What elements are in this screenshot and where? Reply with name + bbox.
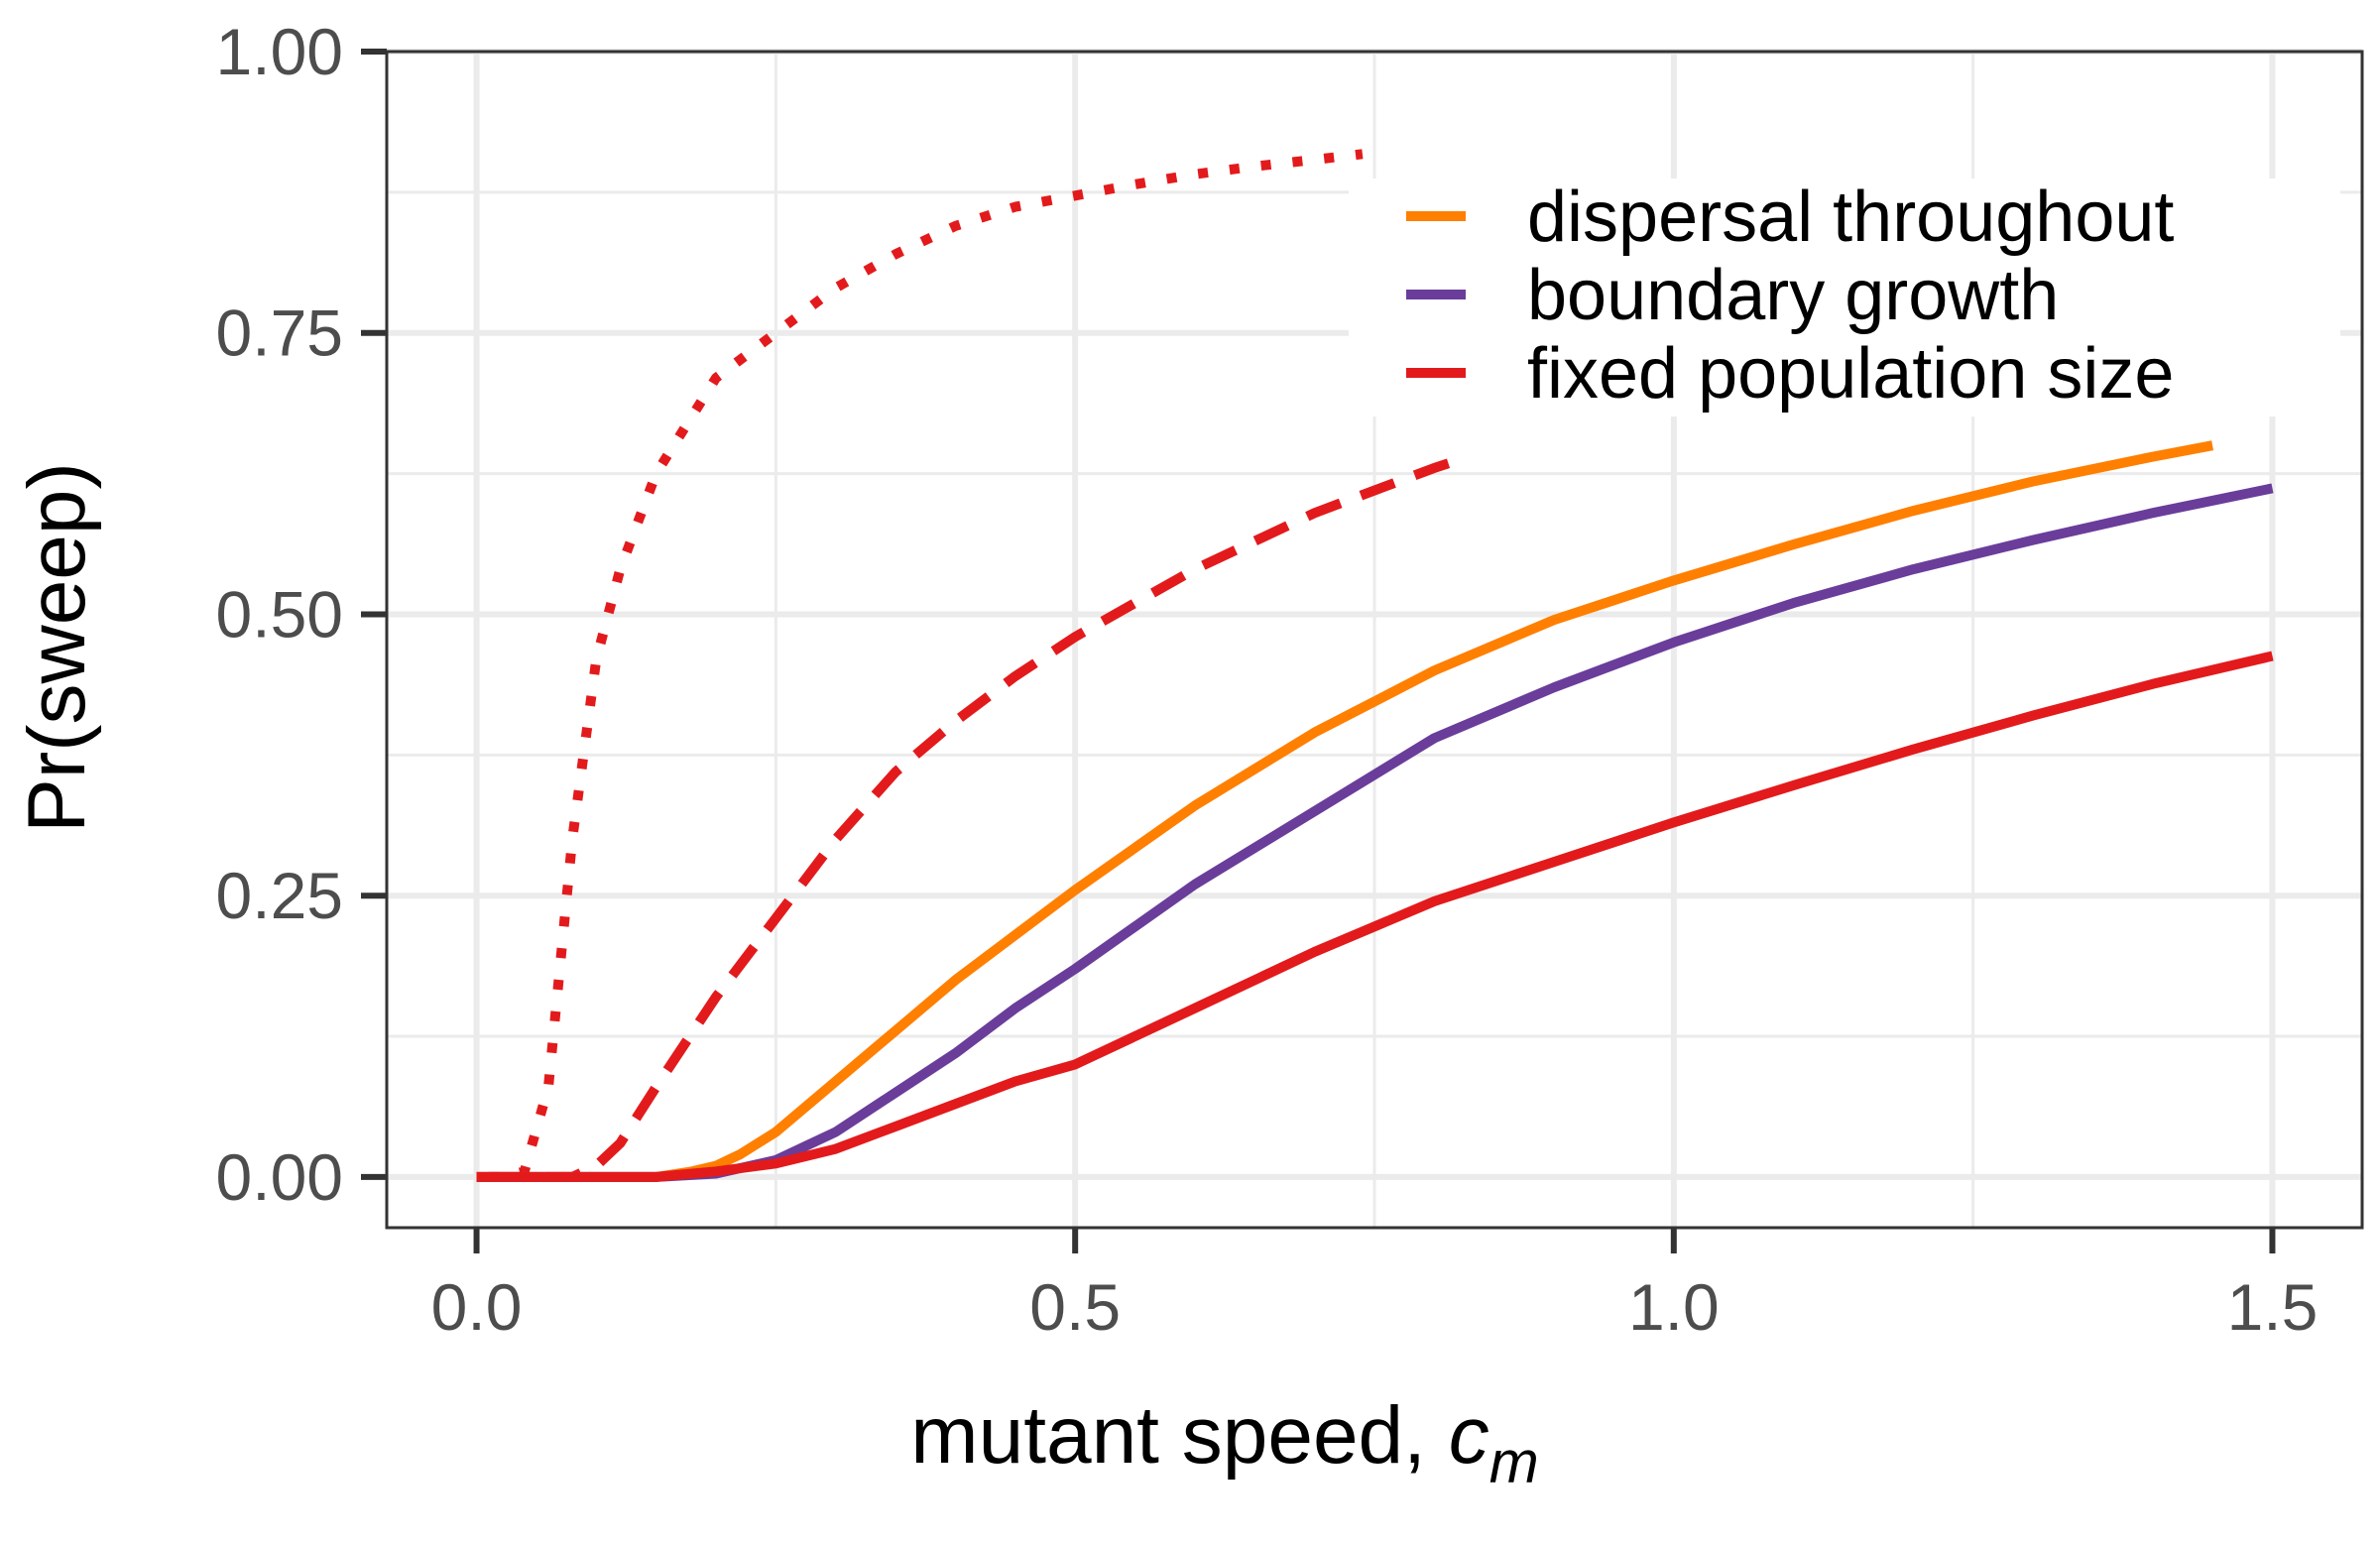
legend-label: fixed population size — [1527, 334, 2174, 414]
x-axis: 0.0 0.5 1.0 1.5 — [431, 1228, 2319, 1344]
y-tick-label: 0.50 — [216, 577, 343, 651]
y-tick-label: 0.75 — [216, 297, 343, 370]
y-axis: 0.00 0.25 0.50 0.75 1.00 — [216, 15, 387, 1214]
x-tick-label: 0.5 — [1029, 1270, 1121, 1344]
plot-border — [385, 50, 2364, 1230]
x-tick-label: 1.0 — [1628, 1270, 1720, 1344]
x-axis-title-symbol: c — [1449, 1390, 1489, 1481]
y-tick-label: 0.00 — [216, 1140, 343, 1214]
series-line-fixed-population-size-dotted — [488, 149, 1364, 1182]
y-tick-label: 0.25 — [216, 859, 343, 932]
y-tick-label: 1.00 — [216, 15, 343, 88]
series-line-fixed-population-size-dashed — [488, 455, 1461, 1182]
legend-label: boundary growth — [1527, 256, 2059, 335]
x-tick-label: 1.5 — [2227, 1270, 2319, 1344]
x-axis-title-subscript: m — [1489, 1429, 1539, 1495]
series-lines — [476, 149, 2274, 1182]
x-axis-title: mutant speed, cm — [910, 1390, 1538, 1495]
legend-background — [1349, 178, 2340, 416]
y-axis-title: Pr(sweep) — [12, 462, 102, 833]
x-axis-title-text: mutant speed, — [910, 1390, 1448, 1481]
x-tick-label: 0.0 — [431, 1270, 523, 1344]
legend-label: dispersal throughout — [1527, 178, 2174, 257]
series-line-fixed-population-size — [476, 651, 2274, 1182]
series-line-dispersal-throughout — [476, 440, 2214, 1182]
